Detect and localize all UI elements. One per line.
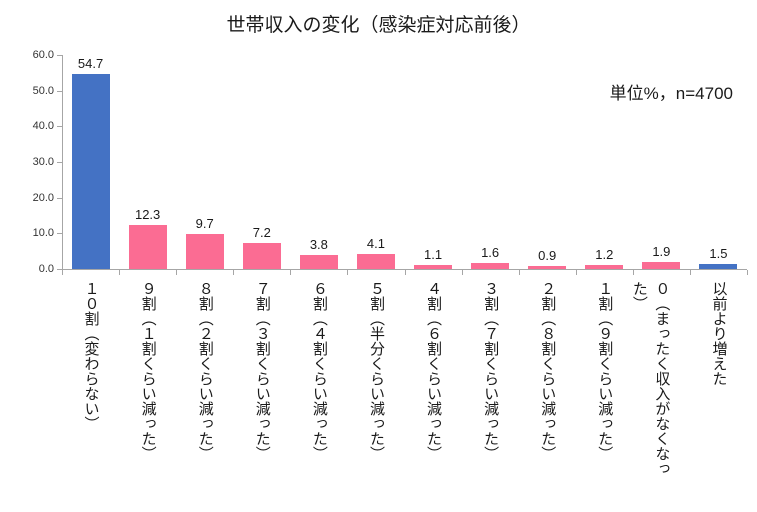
x-axis-tick bbox=[290, 270, 292, 275]
x-axis-category-label: １割（９割くらい減った） bbox=[596, 281, 614, 461]
bar bbox=[356, 254, 395, 269]
bar bbox=[585, 264, 624, 269]
bar-value-label: 1.9 bbox=[652, 244, 671, 260]
x-axis-tick bbox=[119, 270, 121, 275]
x-axis-tick bbox=[233, 270, 235, 275]
bar-value-label: 4.1 bbox=[366, 236, 385, 252]
bar-value-label: 7.2 bbox=[252, 225, 271, 241]
x-axis-category-label: １０割（変わらない） bbox=[82, 281, 100, 431]
x-axis-tick bbox=[461, 270, 463, 275]
bar bbox=[242, 243, 281, 269]
bar bbox=[299, 255, 338, 269]
bar-value-label: 0.9 bbox=[538, 247, 557, 263]
x-axis-tick bbox=[176, 270, 178, 275]
x-axis-tick bbox=[347, 270, 349, 275]
bar bbox=[185, 234, 224, 269]
bar bbox=[128, 225, 167, 269]
x-axis-category-label: ０（まったく収入がなくなった） bbox=[630, 281, 671, 476]
x-axis-tick bbox=[575, 270, 577, 275]
x-axis-category-label: ９割（１割くらい減った） bbox=[139, 281, 157, 461]
bar-value-label: 3.8 bbox=[309, 237, 328, 253]
x-axis-category-label: 以前より増えた bbox=[710, 281, 728, 386]
y-axis-tick bbox=[57, 197, 62, 199]
x-axis-tick bbox=[689, 270, 691, 275]
y-axis-tick-label: 0.0 bbox=[38, 263, 54, 275]
bar bbox=[414, 265, 453, 269]
bar-value-label: 12.3 bbox=[134, 207, 161, 223]
bar bbox=[528, 265, 567, 269]
bar-value-label: 1.6 bbox=[481, 245, 500, 261]
x-axis-category-label: ４割（６割くらい減った） bbox=[425, 281, 443, 461]
y-axis-tick bbox=[57, 162, 62, 163]
x-axis-category-label: ５割（半分くらい減った） bbox=[367, 281, 385, 461]
bar-value-label: 1.5 bbox=[709, 245, 728, 261]
bar bbox=[471, 263, 510, 269]
y-axis-tick-label: 60.0 bbox=[32, 49, 54, 61]
x-axis-line bbox=[62, 269, 747, 270]
bar bbox=[642, 262, 681, 269]
bar bbox=[71, 73, 110, 269]
x-axis-category-label: ８割（２割くらい減った） bbox=[196, 281, 214, 461]
x-axis-tick bbox=[632, 270, 634, 275]
y-axis-tick bbox=[57, 126, 62, 128]
y-axis-tick bbox=[57, 90, 62, 92]
bar-value-label: 9.7 bbox=[195, 216, 214, 232]
chart-title: 世帯収入の変化（感染症対応前後） bbox=[226, 15, 531, 36]
unit-sample-note: 単位%，n=4700 bbox=[609, 84, 733, 103]
y-axis-tick-label: 40.0 bbox=[32, 120, 54, 133]
x-axis-category-label: ３割（７割くらい減った） bbox=[482, 281, 500, 461]
x-axis-tick bbox=[747, 270, 748, 275]
bar-value-label: 1.2 bbox=[595, 246, 614, 262]
y-axis-tick bbox=[57, 269, 62, 270]
y-axis-tick-label: 30.0 bbox=[32, 156, 54, 168]
bar-value-label: 1.1 bbox=[423, 247, 443, 263]
x-axis-tick bbox=[518, 270, 520, 275]
y-axis-tick-label: 10.0 bbox=[32, 227, 54, 240]
x-axis-tick bbox=[62, 270, 63, 275]
bar-value-label: 54.7 bbox=[77, 55, 104, 71]
y-axis-tick bbox=[57, 55, 62, 56]
x-axis-tick bbox=[404, 270, 406, 275]
y-axis-line bbox=[62, 55, 63, 270]
bar bbox=[699, 263, 738, 269]
y-axis-tick bbox=[57, 233, 62, 235]
x-axis-category-label: ７割（３割くらい減った） bbox=[253, 281, 271, 461]
y-axis-tick-label: 50.0 bbox=[32, 84, 54, 97]
x-axis-category-label: ２割（８割くらい減った） bbox=[539, 281, 557, 461]
x-axis-category-label: ６割（４割くらい減った） bbox=[310, 281, 328, 461]
y-axis-tick-label: 20.0 bbox=[32, 191, 54, 204]
